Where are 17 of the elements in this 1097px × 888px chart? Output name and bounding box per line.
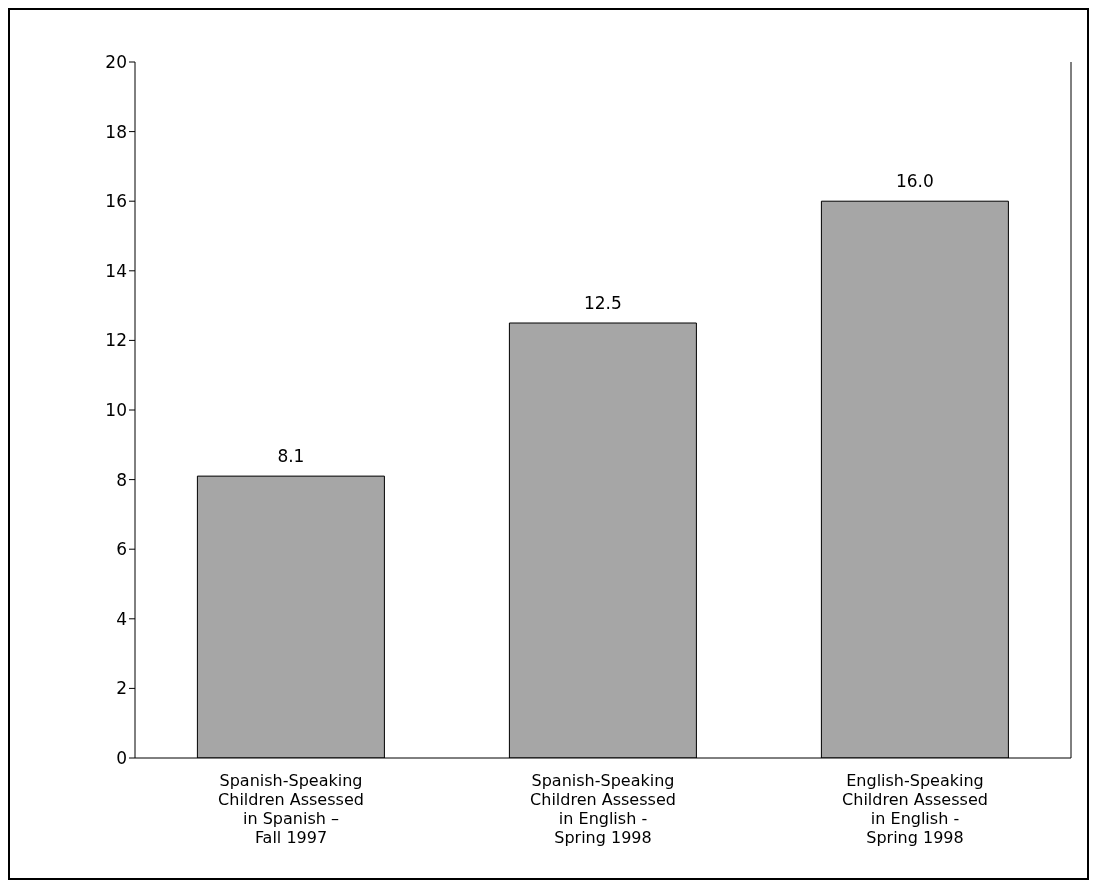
x-tick-label: Spanish-Speaking Children Assessed in Spanish – Fall 1997 [218,771,364,847]
data-label: 16.0 [895,171,934,192]
y-tick-label: 14 [105,260,127,281]
y-tick-label: 12 [105,330,127,351]
data-label: 8.1 [277,446,305,467]
data-label: 12.5 [583,293,622,313]
y-tick-label: 0 [116,748,127,769]
y-tick-label: 18 [105,121,127,142]
y-tick-label: 4 [116,608,127,629]
x-tick-label: English-Speaking Children Assessed in English - Spring 1998 [842,771,988,847]
y-tick-label: 20 [105,52,127,73]
y-tick-label: 10 [105,400,127,421]
y-tick-label: 8 [116,469,127,490]
y-tick-label: 6 [116,539,127,560]
x-tick-label: Spanish-Speaking Children Assessed in English - Spring 1998 [530,771,676,847]
y-tick-label: 2 [116,678,127,699]
y-tick-label: 16 [105,191,127,212]
